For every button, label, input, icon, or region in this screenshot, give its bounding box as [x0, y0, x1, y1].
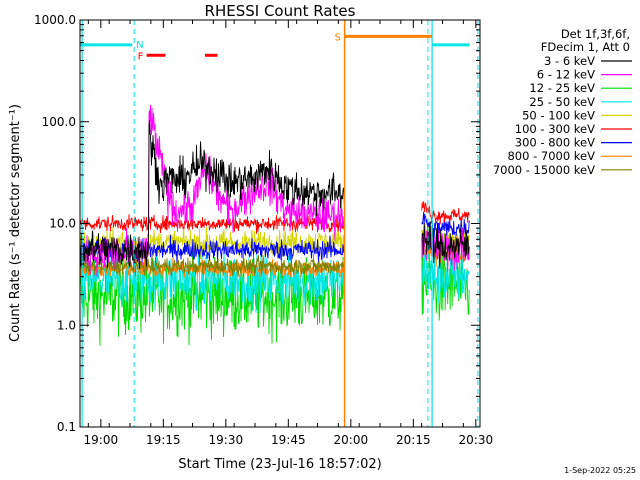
y-tick-label-4: 1000.0: [34, 13, 76, 27]
y-axis-label: Count Rate (s⁻¹ detector segment⁻¹): [8, 104, 23, 342]
plot-frame: [79, 19, 481, 428]
y-tick-label-1: 1.0: [57, 318, 76, 332]
x-tick-label-6: 20:30: [459, 433, 494, 447]
x-tick-label-4: 20:00: [334, 433, 369, 447]
flare-marker-label: F: [138, 51, 144, 62]
series-0-segment-0: [79, 120, 345, 270]
series-3-segment-1: [421, 249, 470, 304]
series-3-segment-0: [79, 246, 345, 314]
series-4-segment-0: [79, 223, 345, 260]
legend-label-4: 50 - 100 keV: [522, 108, 595, 122]
legend-header-0: Det 1f,3f,6f,: [561, 27, 630, 41]
legend-label-0: 3 - 6 keV: [544, 54, 595, 68]
series-5-segment-0: [79, 214, 345, 234]
series-0-segment-1: [421, 221, 470, 269]
legend-label-8: 7000 - 15000 keV: [493, 163, 595, 177]
legend-label-3: 25 - 50 keV: [529, 95, 595, 109]
legend-label-1: 6 - 12 keV: [537, 68, 595, 82]
axes: 0.1 1.0 10.0 100.0 1000.0 19:00 19:15 19:30 19:4…: [34, 13, 493, 447]
x-tick-label-5: 20:15: [396, 433, 431, 447]
x-tick-label-1: 19:15: [146, 433, 181, 447]
legend-label-6: 300 - 800 keV: [515, 136, 595, 150]
legend-header-1: FDecim 1, Att 0: [541, 40, 630, 54]
chart-title: RHESSI Count Rates: [205, 2, 356, 20]
plot-area: N S F: [79, 20, 479, 427]
legend-label-5: 100 - 300 keV: [515, 122, 595, 136]
series-5-segment-1: [421, 201, 470, 225]
series-8-segment-0: [79, 253, 345, 278]
y-tick-label-0: 0.1: [57, 420, 76, 434]
legend-label-2: 12 - 25 keV: [529, 81, 595, 95]
y-tick-label-2: 10.0: [49, 217, 76, 231]
footer-timestamp: 1-Sep-2022 05:25: [564, 466, 636, 475]
x-tick-label-0: 19:00: [84, 433, 119, 447]
x-axis-label: Start Time (23-Jul-16 18:57:02): [178, 457, 381, 472]
legend-label-7: 800 - 7000 keV: [507, 149, 595, 163]
y-tick-label-3: 100.0: [42, 115, 76, 129]
night-marker-label: N: [136, 40, 143, 51]
x-tick-label-2: 19:30: [209, 433, 244, 447]
x-tick-label-3: 19:45: [271, 433, 306, 447]
saa-marker-label: S: [335, 32, 341, 43]
